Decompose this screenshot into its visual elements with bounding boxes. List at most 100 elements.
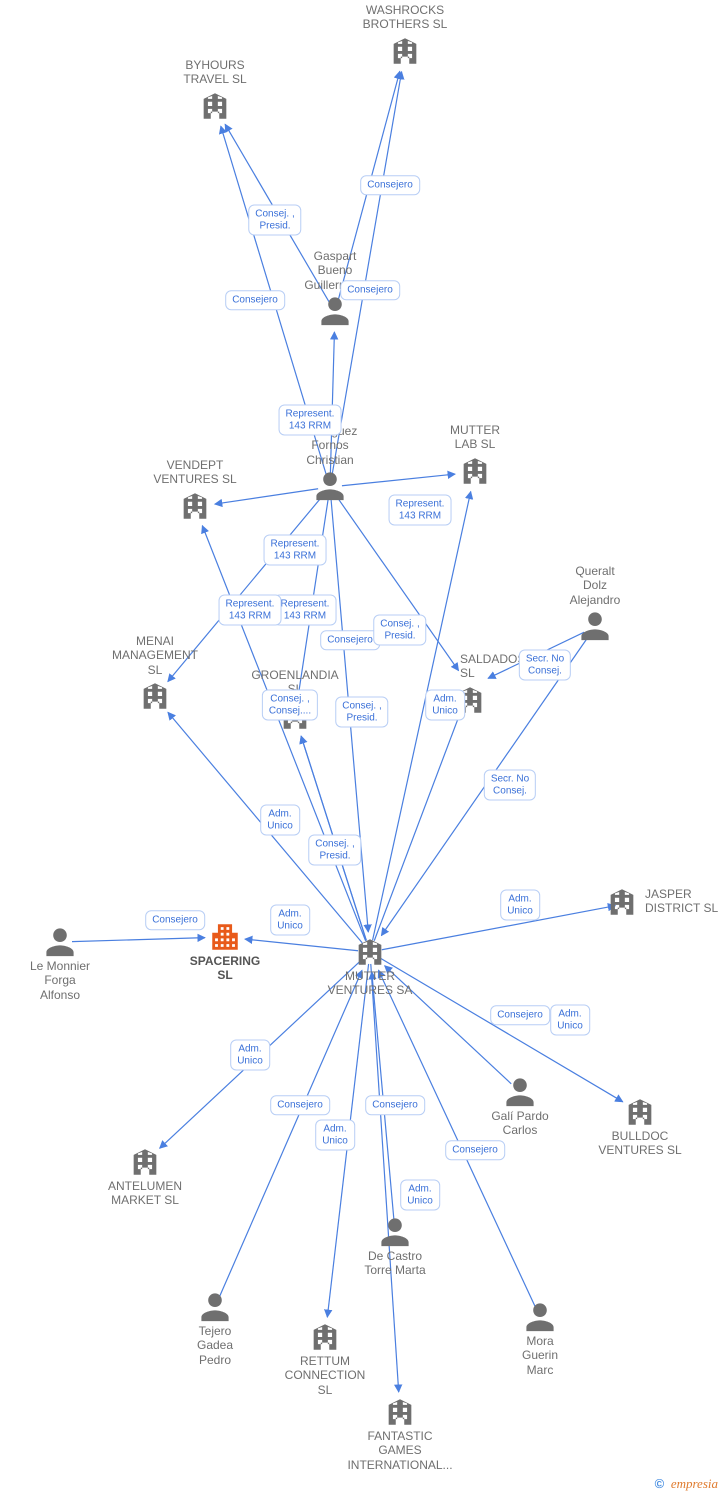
node-label: Queralt Dolz Alejandro — [535, 564, 655, 607]
company-node[interactable]: BULLDOC VENTURES SL — [580, 1095, 700, 1160]
company-node[interactable]: WASHROCKS BROTHERS SL — [345, 3, 465, 68]
edge-label[interactable]: Adm. Unico — [550, 1005, 590, 1036]
company-node[interactable]: RETTUM CONNECTION SL — [265, 1320, 385, 1399]
edge-label[interactable]: Represent. 143 RRM — [279, 405, 342, 436]
edge-label-text: Represent. 143 RRM — [286, 409, 335, 432]
company-node[interactable]: MENAI MANAGEMENT SL — [95, 634, 215, 713]
edge-label-text: Represent. 143 RRM — [396, 499, 445, 522]
edge-label[interactable]: Adm. Unico — [315, 1120, 355, 1151]
building-icon — [605, 885, 639, 919]
company-node[interactable]: FANTASTIC GAMES INTERNATIONAL... — [340, 1395, 460, 1474]
company-node[interactable]: BYHOURS TRAVEL SL — [155, 58, 275, 123]
edge-label[interactable]: Consejero — [225, 290, 285, 310]
edge-label[interactable]: Consej. , Presid. — [373, 615, 426, 646]
edge-label[interactable]: Adm. Unico — [270, 905, 310, 936]
building-icon — [458, 454, 492, 488]
edge-label[interactable]: Consejero — [360, 175, 420, 195]
edge-label-text: Adm. Unico — [557, 1009, 583, 1032]
edge-label-text: Consejero — [327, 634, 373, 645]
edge-label[interactable]: Consejero — [270, 1095, 330, 1115]
company-node[interactable]: MUTTER LAB SL — [415, 423, 535, 488]
edge-label[interactable]: Represent. 143 RRM — [264, 535, 327, 566]
edge-label-text: Represent. 143 RRM — [271, 539, 320, 562]
node-label: Mora Guerin Marc — [480, 1334, 600, 1377]
edge-label-text: Adm. Unico — [267, 809, 293, 832]
building-icon — [198, 89, 232, 123]
company-node[interactable]: VENDEPT VENTURES SL — [135, 458, 255, 523]
person-node[interactable]: Queralt Dolz Alejandro — [535, 564, 655, 643]
building-highlight-icon — [208, 920, 242, 954]
node-icon-wrap — [85, 1145, 205, 1179]
person-icon — [378, 1215, 412, 1249]
node-label: MUTTER LAB SL — [415, 423, 535, 452]
person-icon — [578, 609, 612, 643]
node-icon-wrap — [340, 1395, 460, 1429]
person-node[interactable]: De Castro Torre Marta — [335, 1215, 455, 1280]
node-icon-wrap — [270, 469, 390, 503]
edge-label-text: Consej. , Presid. — [380, 619, 419, 642]
node-label: BYHOURS TRAVEL SL — [155, 58, 275, 87]
company-node[interactable]: ANTELUMEN MARKET SL — [85, 1145, 205, 1210]
edge-label-text: Consejero — [232, 294, 278, 305]
edge-label[interactable]: Consej. , Presid. — [308, 835, 361, 866]
person-node[interactable]: Rodriguez Fornos Christian — [270, 424, 390, 503]
edge-label-text: Consej. , Presid. — [255, 209, 294, 232]
edge-label[interactable]: Consejero — [320, 630, 380, 650]
building-icon — [388, 34, 422, 68]
edge-label[interactable]: Consej. , Presid. — [248, 205, 301, 236]
edge-label-text: Adm. Unico — [507, 894, 533, 917]
building-icon — [128, 1145, 162, 1179]
node-icon-wrap — [135, 489, 255, 523]
edge-label[interactable]: Represent. 143 RRM — [219, 595, 282, 626]
edge-label[interactable]: Adm. Unico — [230, 1040, 270, 1071]
building-icon — [138, 679, 172, 713]
person-node[interactable]: Tejero Gadea Pedro — [155, 1290, 275, 1369]
node-label: SPACERING SL — [165, 954, 285, 983]
edge-label[interactable]: Represent. 143 RRM — [274, 595, 337, 626]
edge-label-text: Consej. , Presid. — [342, 701, 381, 724]
edge-label[interactable]: Consej. , Consej.... — [262, 690, 318, 721]
company-node[interactable]: MUTTER VENTURES SA — [310, 935, 430, 1000]
edge — [202, 526, 365, 941]
node-icon-wrap — [155, 1290, 275, 1324]
node-label: BULLDOC VENTURES SL — [580, 1129, 700, 1158]
edge-label-text: Adm. Unico — [407, 1184, 433, 1207]
edge-label-text: Adm. Unico — [277, 909, 303, 932]
edge-label[interactable]: Consejero — [365, 1095, 425, 1115]
edge-label-text: Consejero — [152, 914, 198, 925]
node-icon-wrap — [415, 454, 535, 488]
edge-label[interactable]: Secr. No Consej. — [484, 770, 536, 801]
person-icon — [523, 1300, 557, 1334]
person-node[interactable]: Mora Guerin Marc — [480, 1300, 600, 1379]
node-icon-wrap — [265, 1320, 385, 1354]
edge-label-text: Represent. 143 RRM — [281, 599, 330, 622]
edge-label[interactable]: Consej. , Presid. — [335, 697, 388, 728]
copyright: © empresia — [655, 1476, 718, 1492]
edge-label[interactable]: Adm. Unico — [260, 805, 300, 836]
node-label: MUTTER VENTURES SA — [310, 969, 430, 998]
edge-label[interactable]: Represent. 143 RRM — [389, 495, 452, 526]
edge-label-text: Consejero — [347, 284, 393, 295]
node-icon-wrap — [605, 885, 639, 919]
node-icon-wrap — [95, 679, 215, 713]
edge-label[interactable]: Adm. Unico — [425, 690, 465, 721]
edge-label-text: Adm. Unico — [322, 1124, 348, 1147]
edge-label-text: Consej. , Consej.... — [269, 694, 311, 717]
edge-label[interactable]: Consejero — [490, 1005, 550, 1025]
person-node[interactable]: Galí Pardo Carlos — [460, 1075, 580, 1140]
edge-label[interactable]: Consejero — [145, 910, 205, 930]
edge-label-text: Consejero — [277, 1099, 323, 1110]
edge-label[interactable]: Adm. Unico — [400, 1180, 440, 1211]
node-label: VENDEPT VENTURES SL — [135, 458, 255, 487]
person-icon — [503, 1075, 537, 1109]
edge-label[interactable]: Consejero — [445, 1140, 505, 1160]
edge-label-text: Consej. , Presid. — [315, 839, 354, 862]
person-icon — [198, 1290, 232, 1324]
company-node[interactable]: JASPER DISTRICT SL — [605, 885, 728, 919]
person-node[interactable]: Le Monnier Forga Alfonso — [0, 925, 120, 1004]
edge-label[interactable]: Consejero — [340, 280, 400, 300]
edge-label[interactable]: Adm. Unico — [500, 890, 540, 921]
edge-label[interactable]: Secr. No Consej. — [519, 650, 571, 681]
node-icon-wrap — [0, 925, 120, 959]
node-icon-wrap — [310, 935, 430, 969]
